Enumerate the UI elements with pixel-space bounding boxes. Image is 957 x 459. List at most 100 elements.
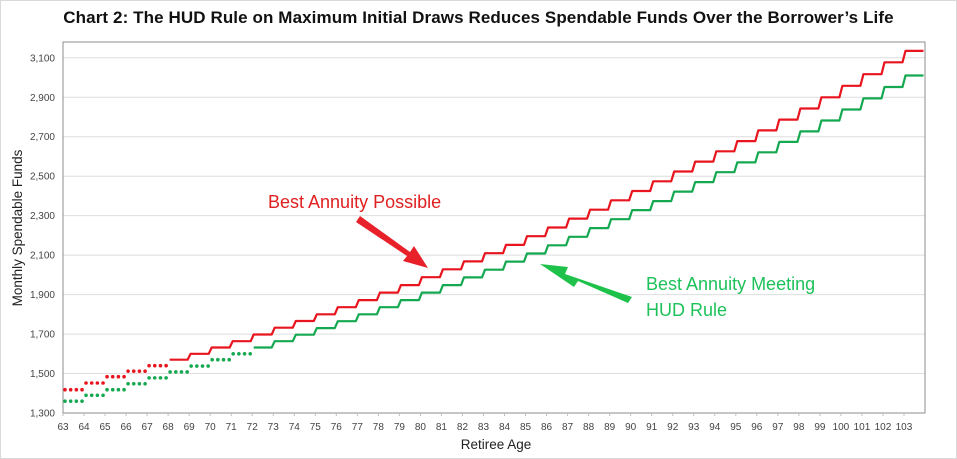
dotted-step-point [152, 376, 157, 380]
dotted-step-point [164, 376, 168, 380]
dotted-step-point [122, 387, 126, 392]
dotted-step-point [80, 399, 84, 403]
dotted-step-point [164, 363, 168, 368]
dotted-step-point [126, 381, 130, 386]
dotted-step-point [122, 374, 126, 379]
series-line-hud-rule [253, 74, 924, 349]
dotted-step-point [95, 381, 100, 385]
x-tick-label: 90 [625, 422, 637, 433]
dotted-step-point [168, 370, 172, 374]
x-tick-label: 100 [833, 422, 850, 433]
x-tick-label: 97 [772, 422, 784, 433]
dotted-step-point [110, 374, 115, 379]
dotted-step-point [152, 363, 157, 368]
x-tick-label: 63 [57, 422, 69, 433]
x-tick-label: 92 [667, 422, 679, 433]
dotted-step-point [143, 381, 147, 386]
dotted-step-point [74, 387, 79, 392]
dotted-step-point [131, 381, 136, 386]
annotation-hud-rule-line2: HUD Rule [646, 300, 727, 320]
y-tick-label: 2,300 [30, 211, 55, 222]
dotted-step-point [105, 374, 109, 379]
x-tick-label: 101 [854, 422, 871, 433]
x-tick-label: 103 [896, 422, 913, 433]
dotted-step-point [137, 381, 142, 386]
x-tick-label: 68 [163, 422, 175, 433]
dotted-step-point [116, 387, 121, 392]
dotted-step-point [227, 357, 231, 362]
x-tick-label: 81 [436, 422, 448, 433]
dotted-step-point [84, 393, 88, 398]
x-tick-label: 77 [352, 422, 364, 433]
dotted-step-point [242, 351, 247, 356]
dotted-step-point [143, 369, 147, 373]
dotted-step-point [158, 363, 163, 368]
dotted-step-point [63, 399, 67, 403]
x-tick-label: 70 [205, 422, 217, 433]
x-tick-label: 98 [793, 422, 805, 433]
dotted-step-point [89, 381, 94, 385]
x-tick-label: 74 [289, 422, 301, 433]
dotted-step-point [63, 387, 67, 392]
y-tick-label: 2,500 [30, 172, 55, 183]
dotted-step-point [116, 374, 121, 379]
red-arrow-icon [356, 216, 428, 268]
x-tick-label: 95 [730, 422, 742, 433]
plot-area-border [62, 41, 926, 414]
dotted-step-point [189, 364, 193, 368]
dotted-step-point [147, 376, 151, 380]
x-tick-label: 66 [121, 422, 133, 433]
x-tick-label: 94 [709, 422, 721, 433]
x-tick-label: 91 [646, 422, 658, 433]
x-tick-label: 79 [394, 422, 406, 433]
x-tick-label: 76 [331, 422, 343, 433]
x-tick-label: 87 [562, 422, 574, 433]
dotted-step-point [195, 364, 199, 368]
x-tick-label: 73 [268, 422, 280, 433]
y-axis-ticks: 1,300 1,500 1,700 1,900 2,100 2,300 2,500 2,700… [30, 53, 55, 419]
annotation-best-annuity-possible: Best Annuity Possible [268, 192, 441, 212]
dotted-step-point [206, 364, 210, 368]
dotted-step-point [200, 364, 205, 368]
dotted-step-point [95, 393, 100, 398]
dotted-step-point [173, 370, 178, 374]
x-tick-label: 83 [478, 422, 490, 433]
dotted-step-point [185, 370, 189, 374]
x-tick-label: 102 [875, 422, 892, 433]
dotted-step-point [210, 357, 214, 362]
dotted-step-point [237, 351, 241, 356]
y-tick-label: 1,300 [30, 409, 55, 420]
dotted-step-point [105, 387, 109, 392]
x-tick-label: 71 [226, 422, 238, 433]
x-tick-label: 78 [373, 422, 385, 433]
dotted-step-point [158, 376, 163, 380]
y-tick-label: 2,700 [30, 132, 55, 143]
dotted-step-point [248, 351, 253, 356]
dotted-step-point [131, 369, 136, 373]
dotted-step-point [137, 369, 142, 373]
green-arrow-icon [540, 264, 632, 303]
x-tick-label: 99 [814, 422, 826, 433]
x-tick-label: 93 [688, 422, 700, 433]
dotted-step-point [110, 387, 115, 392]
x-tick-label: 85 [520, 422, 532, 433]
x-tick-label: 89 [604, 422, 616, 433]
dotted-step-point [101, 393, 105, 398]
x-axis-ticks: 63 64 65 66 67 68 69 70 71 72 73 74 75 76 77 78 79 80 81 82… [57, 413, 913, 433]
x-tick-label: 88 [583, 422, 595, 433]
y-tick-label: 2,900 [30, 93, 55, 104]
dotted-step-point [221, 357, 226, 362]
y-tick-label: 1,900 [30, 290, 55, 301]
dotted-step-point [147, 363, 151, 368]
x-tick-label: 80 [415, 422, 427, 433]
annotation-hud-rule-line1: Best Annuity Meeting [646, 274, 815, 294]
gridlines [63, 57, 925, 375]
dotted-step-point [231, 351, 235, 356]
dotted-step-point [80, 387, 84, 392]
series-lines [63, 49, 924, 403]
x-tick-label: 75 [310, 422, 322, 433]
y-tick-label: 1,700 [30, 330, 55, 341]
dotted-step-point [216, 357, 220, 362]
dotted-step-point [84, 381, 88, 385]
